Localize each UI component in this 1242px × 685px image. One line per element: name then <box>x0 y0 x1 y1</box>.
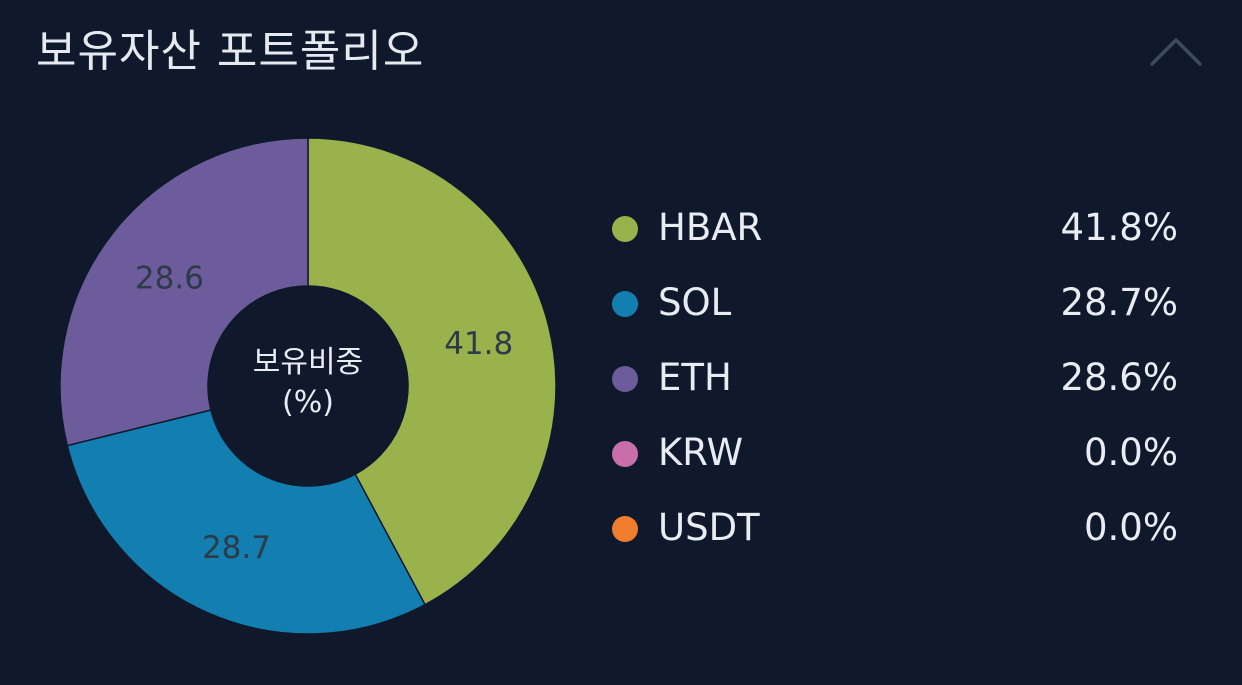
legend-dot-icon <box>612 366 638 392</box>
center-label-line2: (%) <box>282 385 334 420</box>
legend-item-eth[interactable]: ETH 28.6% <box>612 340 1182 415</box>
legend-value: 28.6% <box>1060 356 1178 399</box>
page-title: 보유자산 포트폴리오 <box>36 26 425 77</box>
legend: HBAR 41.8% SOL 28.7% ETH 28.6% KRW 0.0% … <box>612 190 1182 565</box>
legend-name: KRW <box>658 431 744 474</box>
legend-name: ETH <box>658 356 732 399</box>
legend-name: HBAR <box>658 206 763 249</box>
slices-group <box>59 137 557 635</box>
slice-label-sol: 28.7 <box>202 530 271 566</box>
slice-label-hbar: 41.8 <box>444 326 513 362</box>
legend-name: SOL <box>658 281 732 324</box>
legend-value: 0.0% <box>1084 506 1178 549</box>
slice-sol[interactable] <box>66 409 427 635</box>
donut-chart: 41.8 28.7 28.6 보유비중 (%) <box>50 128 566 644</box>
legend-value: 28.7% <box>1060 281 1178 324</box>
chevron-up-icon <box>1150 38 1202 66</box>
legend-dot-icon <box>612 216 638 242</box>
legend-value: 41.8% <box>1060 206 1178 249</box>
legend-item-krw[interactable]: KRW 0.0% <box>612 415 1182 490</box>
legend-dot-icon <box>612 441 638 467</box>
legend-name: USDT <box>658 506 760 549</box>
slice-label-eth: 28.6 <box>135 261 204 297</box>
center-label-line1: 보유비중 <box>253 345 363 380</box>
legend-value: 0.0% <box>1084 431 1178 474</box>
legend-item-usdt[interactable]: USDT 0.0% <box>612 490 1182 565</box>
slice-eth[interactable] <box>59 137 309 447</box>
slice-labels-group: 41.8 28.7 28.6 <box>135 261 513 566</box>
legend-dot-icon <box>612 291 638 317</box>
donut-chart-svg: 41.8 28.7 28.6 보유비중 (%) <box>59 137 557 635</box>
legend-item-sol[interactable]: SOL 28.7% <box>612 265 1182 340</box>
slice-hbar[interactable] <box>307 137 557 606</box>
legend-dot-icon <box>612 516 638 542</box>
collapse-button[interactable] <box>1144 28 1208 76</box>
legend-item-hbar[interactable]: HBAR 41.8% <box>612 190 1182 265</box>
